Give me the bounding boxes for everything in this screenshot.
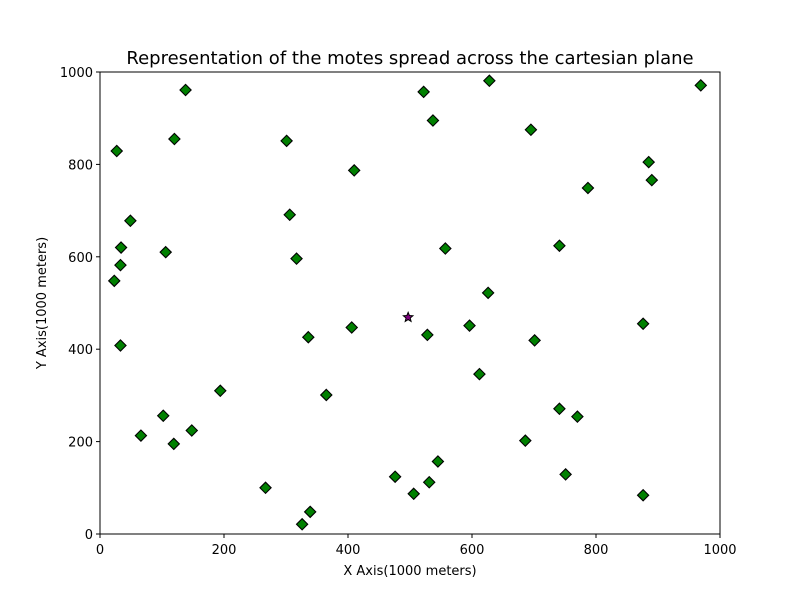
x-tick-label: 800	[584, 543, 609, 558]
points-layer	[107, 74, 708, 531]
diamond-marker	[124, 214, 137, 228]
x-tick-label: 600	[460, 543, 485, 558]
star-marker	[402, 310, 415, 323]
diamond-marker	[559, 468, 572, 481]
diamond-marker	[571, 410, 584, 424]
diamond-marker	[473, 367, 486, 381]
ticks-layer: 0 200 400 600 800 1000 0 200 400 600 800 1000	[60, 66, 737, 558]
diamond-marker	[694, 79, 708, 92]
diamond-marker	[213, 384, 227, 398]
x-tick-label: 1000	[703, 543, 736, 558]
diamond-marker	[114, 241, 128, 254]
diamond-marker	[259, 481, 272, 495]
diamond-marker	[581, 181, 595, 195]
diamond-marker	[645, 173, 659, 187]
diamond-marker	[636, 317, 650, 331]
diamond-marker	[463, 319, 476, 333]
y-tick-label: 1000	[60, 66, 93, 81]
diamond-marker	[110, 144, 124, 158]
diamond-marker	[553, 402, 566, 416]
y-tick-label: 400	[68, 343, 93, 358]
diamond-marker	[107, 274, 121, 288]
diamond-marker	[518, 434, 532, 448]
y-tick-label: 600	[68, 251, 93, 266]
y-axis-label: Y Axis(1000 meters)	[35, 237, 50, 370]
diamond-marker	[319, 388, 333, 402]
diamond-marker	[553, 239, 566, 253]
diamond-marker	[481, 286, 495, 300]
diamond-marker	[303, 505, 317, 519]
diamond-marker	[642, 155, 656, 169]
diamond-marker	[524, 123, 538, 137]
y-tick-label: 0	[85, 528, 93, 543]
diamond-marker	[422, 475, 436, 489]
diamond-marker	[167, 437, 181, 451]
diamond-marker	[301, 330, 315, 344]
diamond-marker	[388, 470, 402, 484]
x-tick-label: 200	[212, 543, 237, 558]
diamond-marker	[283, 208, 297, 222]
diamond-marker	[345, 321, 359, 334]
diamond-marker	[636, 488, 650, 502]
chart-title: Representation of the motes spread acros…	[126, 48, 693, 69]
diamond-marker	[420, 328, 434, 342]
diamond-marker	[156, 409, 170, 423]
diamond-marker	[295, 517, 309, 531]
diamond-marker	[431, 455, 445, 468]
diamond-marker	[159, 245, 173, 259]
y-tick-label: 800	[68, 158, 93, 173]
y-tick-label: 200	[68, 436, 93, 451]
diamond-marker	[280, 134, 293, 148]
diamond-marker	[438, 242, 452, 255]
diamond-marker	[179, 83, 192, 97]
diamond-marker	[134, 429, 148, 442]
diamond-marker	[290, 252, 303, 266]
diamond-marker	[114, 339, 127, 352]
diamond-marker	[114, 258, 127, 272]
diamond-marker	[482, 74, 496, 88]
x-axis-label: X Axis(1000 meters)	[343, 564, 476, 579]
diamond-marker	[426, 114, 440, 127]
plot-frame	[99, 71, 721, 535]
diamond-marker	[168, 132, 181, 146]
x-tick-label: 400	[336, 543, 361, 558]
x-tick-label: 0	[96, 543, 104, 558]
diamond-marker	[347, 164, 361, 177]
diamond-marker	[417, 85, 431, 99]
diamond-marker	[407, 487, 421, 501]
diamond-marker	[528, 334, 541, 347]
diamond-marker	[185, 424, 199, 437]
